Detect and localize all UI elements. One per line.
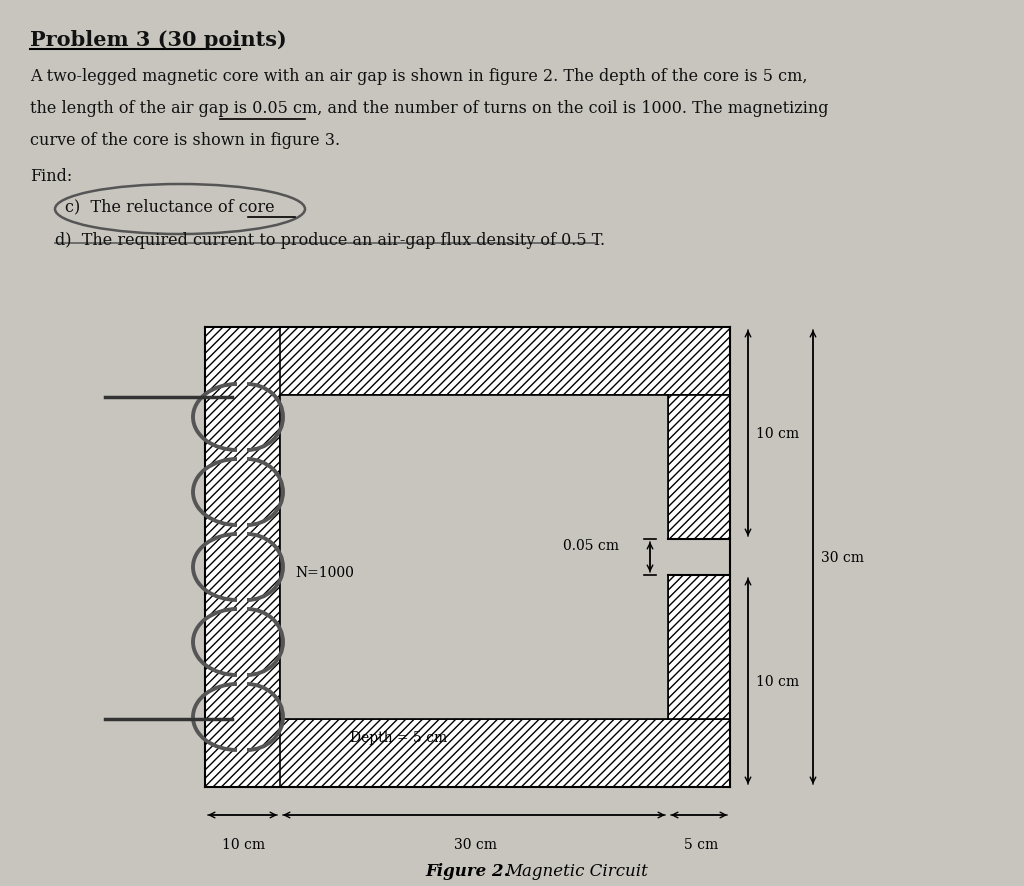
Text: 10 cm: 10 cm (756, 674, 799, 688)
Text: the length of the air gap is 0.05 cm, and the number of turns on the coil is 100: the length of the air gap is 0.05 cm, an… (30, 100, 828, 117)
Text: d)  The required current to produce an air-gap flux density of 0.5 T.: d) The required current to produce an ai… (55, 232, 605, 249)
Text: 30 cm: 30 cm (454, 837, 497, 851)
Text: 0.05 cm: 0.05 cm (563, 539, 618, 552)
Text: Problem 3 (30 points): Problem 3 (30 points) (30, 30, 287, 50)
Text: 10 cm: 10 cm (222, 837, 265, 851)
Bar (205, 719, 730, 787)
Text: curve of the core is shown in figure 3.: curve of the core is shown in figure 3. (30, 132, 340, 149)
Bar (668, 395, 730, 540)
Bar (668, 575, 730, 719)
Text: A two-legged magnetic core with an air gap is shown in figure 2. The depth of th: A two-legged magnetic core with an air g… (30, 68, 808, 85)
Bar (668, 540, 730, 575)
Bar (205, 328, 280, 787)
Text: Magnetic Circuit: Magnetic Circuit (506, 862, 648, 879)
Text: c)  The reluctance of core: c) The reluctance of core (65, 198, 274, 214)
Text: Find:: Find: (30, 167, 73, 185)
Text: 10 cm: 10 cm (756, 426, 799, 440)
Text: Figure 2.: Figure 2. (425, 862, 510, 879)
Bar (205, 328, 730, 395)
Bar (280, 395, 668, 719)
Text: 30 cm: 30 cm (821, 550, 864, 564)
Text: 5 cm: 5 cm (684, 837, 718, 851)
Text: N=1000: N=1000 (295, 565, 354, 579)
Text: Depth = 5 cm: Depth = 5 cm (350, 730, 447, 744)
